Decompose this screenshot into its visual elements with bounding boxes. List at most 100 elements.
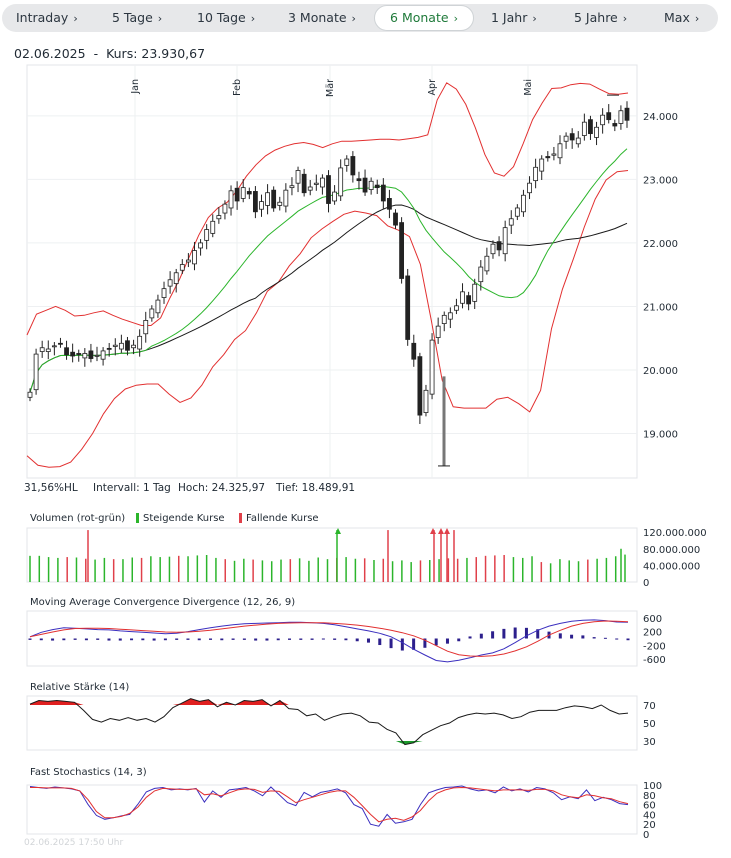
stochastics-axis-label: 60 — [643, 801, 656, 812]
candle-body — [76, 353, 82, 355]
candle-body — [192, 250, 197, 265]
tab-intraday[interactable]: Intraday › — [16, 6, 78, 30]
tab-label: Max — [664, 10, 690, 25]
price-axis-label: 19.000 — [643, 430, 678, 441]
volume-title: Volumen (rot-grün) — [30, 513, 125, 524]
candle-body — [222, 203, 228, 214]
candle-body — [508, 218, 514, 226]
candle-body — [228, 190, 234, 209]
macd-histogram-bar — [524, 627, 528, 639]
candle-body — [618, 110, 624, 124]
stochastics-axis-label: 20 — [643, 820, 656, 831]
tab-label: 3 Monate — [288, 10, 347, 25]
candle-body — [362, 177, 368, 193]
chevron-right-icon: › — [532, 12, 537, 25]
stochastics-axis-label: 0 — [643, 830, 649, 841]
candle-body — [313, 182, 319, 185]
rsi-line — [29, 698, 629, 746]
macd-panel-frame — [26, 610, 638, 667]
candle-body — [478, 266, 484, 283]
tab-1-jahr[interactable]: 1 Jahr › — [491, 6, 537, 30]
candle-body — [143, 320, 149, 335]
legend-up-label: Steigende Kurse — [143, 513, 225, 524]
candle-body — [594, 126, 599, 138]
high-info: Hoch: 24.325,97 — [178, 482, 265, 494]
candle-body — [234, 187, 240, 202]
volume-axis-label: 40.000.000 — [643, 561, 700, 572]
candle-body — [295, 170, 301, 184]
candle-body — [435, 325, 441, 338]
stochastics-axis-label: 40 — [643, 810, 656, 821]
volume-arrow-icon — [444, 528, 450, 534]
candle-body — [137, 335, 143, 350]
chevron-right-icon: › — [622, 12, 628, 25]
candle-body — [112, 344, 118, 347]
low-label: Tief: — [276, 482, 299, 494]
candle-body — [252, 191, 258, 213]
macd-axis-label: -600 — [643, 655, 666, 666]
candle-body — [216, 215, 222, 220]
candle-body — [569, 133, 575, 141]
tab-6-monate[interactable]: 6 Monate › — [374, 5, 474, 31]
macd-histogram-bar — [344, 638, 348, 641]
candle-body — [167, 279, 173, 287]
tab-5-tage[interactable]: 5 Tage › — [112, 6, 162, 30]
candle-body — [259, 201, 264, 210]
candle-body — [185, 259, 191, 263]
candle-body — [502, 227, 508, 255]
chevron-right-icon: › — [250, 12, 256, 25]
candle-body — [210, 220, 216, 234]
candle-body — [344, 158, 350, 166]
interval-label: Intervall: 1 Tag — [93, 482, 171, 494]
volume-arrow-icon — [438, 528, 444, 534]
low-value: 18.489,91 — [301, 482, 356, 494]
stochastics-title: Fast Stochastics (14, 3) — [30, 767, 147, 778]
macd-axis-label: 200 — [643, 628, 662, 639]
candle-body — [514, 207, 520, 217]
tab-label: Intraday — [16, 10, 69, 25]
price-axis-label: 22.000 — [643, 239, 678, 250]
macd-histogram-bar — [231, 638, 235, 640]
candle-body — [472, 283, 478, 302]
macd-histogram-bar — [242, 638, 246, 640]
candle-body — [64, 347, 69, 356]
legend-down-label: Fallende Kurse — [246, 513, 319, 524]
candle-body — [118, 342, 124, 350]
rsi-title: Relative Stärke (14) — [30, 682, 129, 693]
macd-histogram-bar — [84, 638, 88, 641]
candle-body — [466, 295, 472, 305]
candle-body — [131, 344, 136, 349]
candle-body — [496, 241, 502, 251]
rsi-overbought-fill — [30, 698, 628, 705]
macd-histogram-bar — [163, 638, 167, 641]
macd-histogram-bar — [479, 633, 483, 639]
volume-axis-label: 120.000.000 — [643, 528, 707, 539]
candle-body — [45, 348, 51, 352]
candle-body — [521, 194, 526, 213]
tab-10-tage[interactable]: 10 Tage › — [197, 6, 255, 30]
candle-body — [39, 347, 45, 352]
candle-body — [173, 272, 179, 284]
macd-histogram-bar — [254, 638, 258, 641]
candle-body — [27, 391, 33, 398]
quote-date: 02.06.2025 — [14, 46, 86, 61]
tab-3-monate[interactable]: 3 Monate › — [288, 6, 356, 30]
candle-body — [387, 198, 392, 210]
candle-body — [356, 178, 362, 182]
stochastics-axis-label: 80 — [643, 791, 656, 802]
legend-up-swatch — [136, 513, 139, 523]
candle-body — [70, 351, 76, 357]
chevron-right-icon: › — [157, 12, 163, 25]
candle-body — [332, 191, 337, 202]
month-label: Apr — [427, 79, 438, 96]
price-axis-label: 21.000 — [643, 302, 678, 313]
tab-max[interactable]: Max › — [664, 6, 699, 30]
macd-histogram-bar — [96, 638, 100, 640]
tab-5-jahre[interactable]: 5 Jahre › — [574, 6, 627, 30]
legend-down-swatch — [239, 513, 242, 523]
candle-body — [490, 243, 496, 255]
rsi-axis-label: 30 — [643, 737, 656, 748]
candle-body — [88, 350, 94, 359]
macd-histogram-bar — [197, 638, 201, 641]
